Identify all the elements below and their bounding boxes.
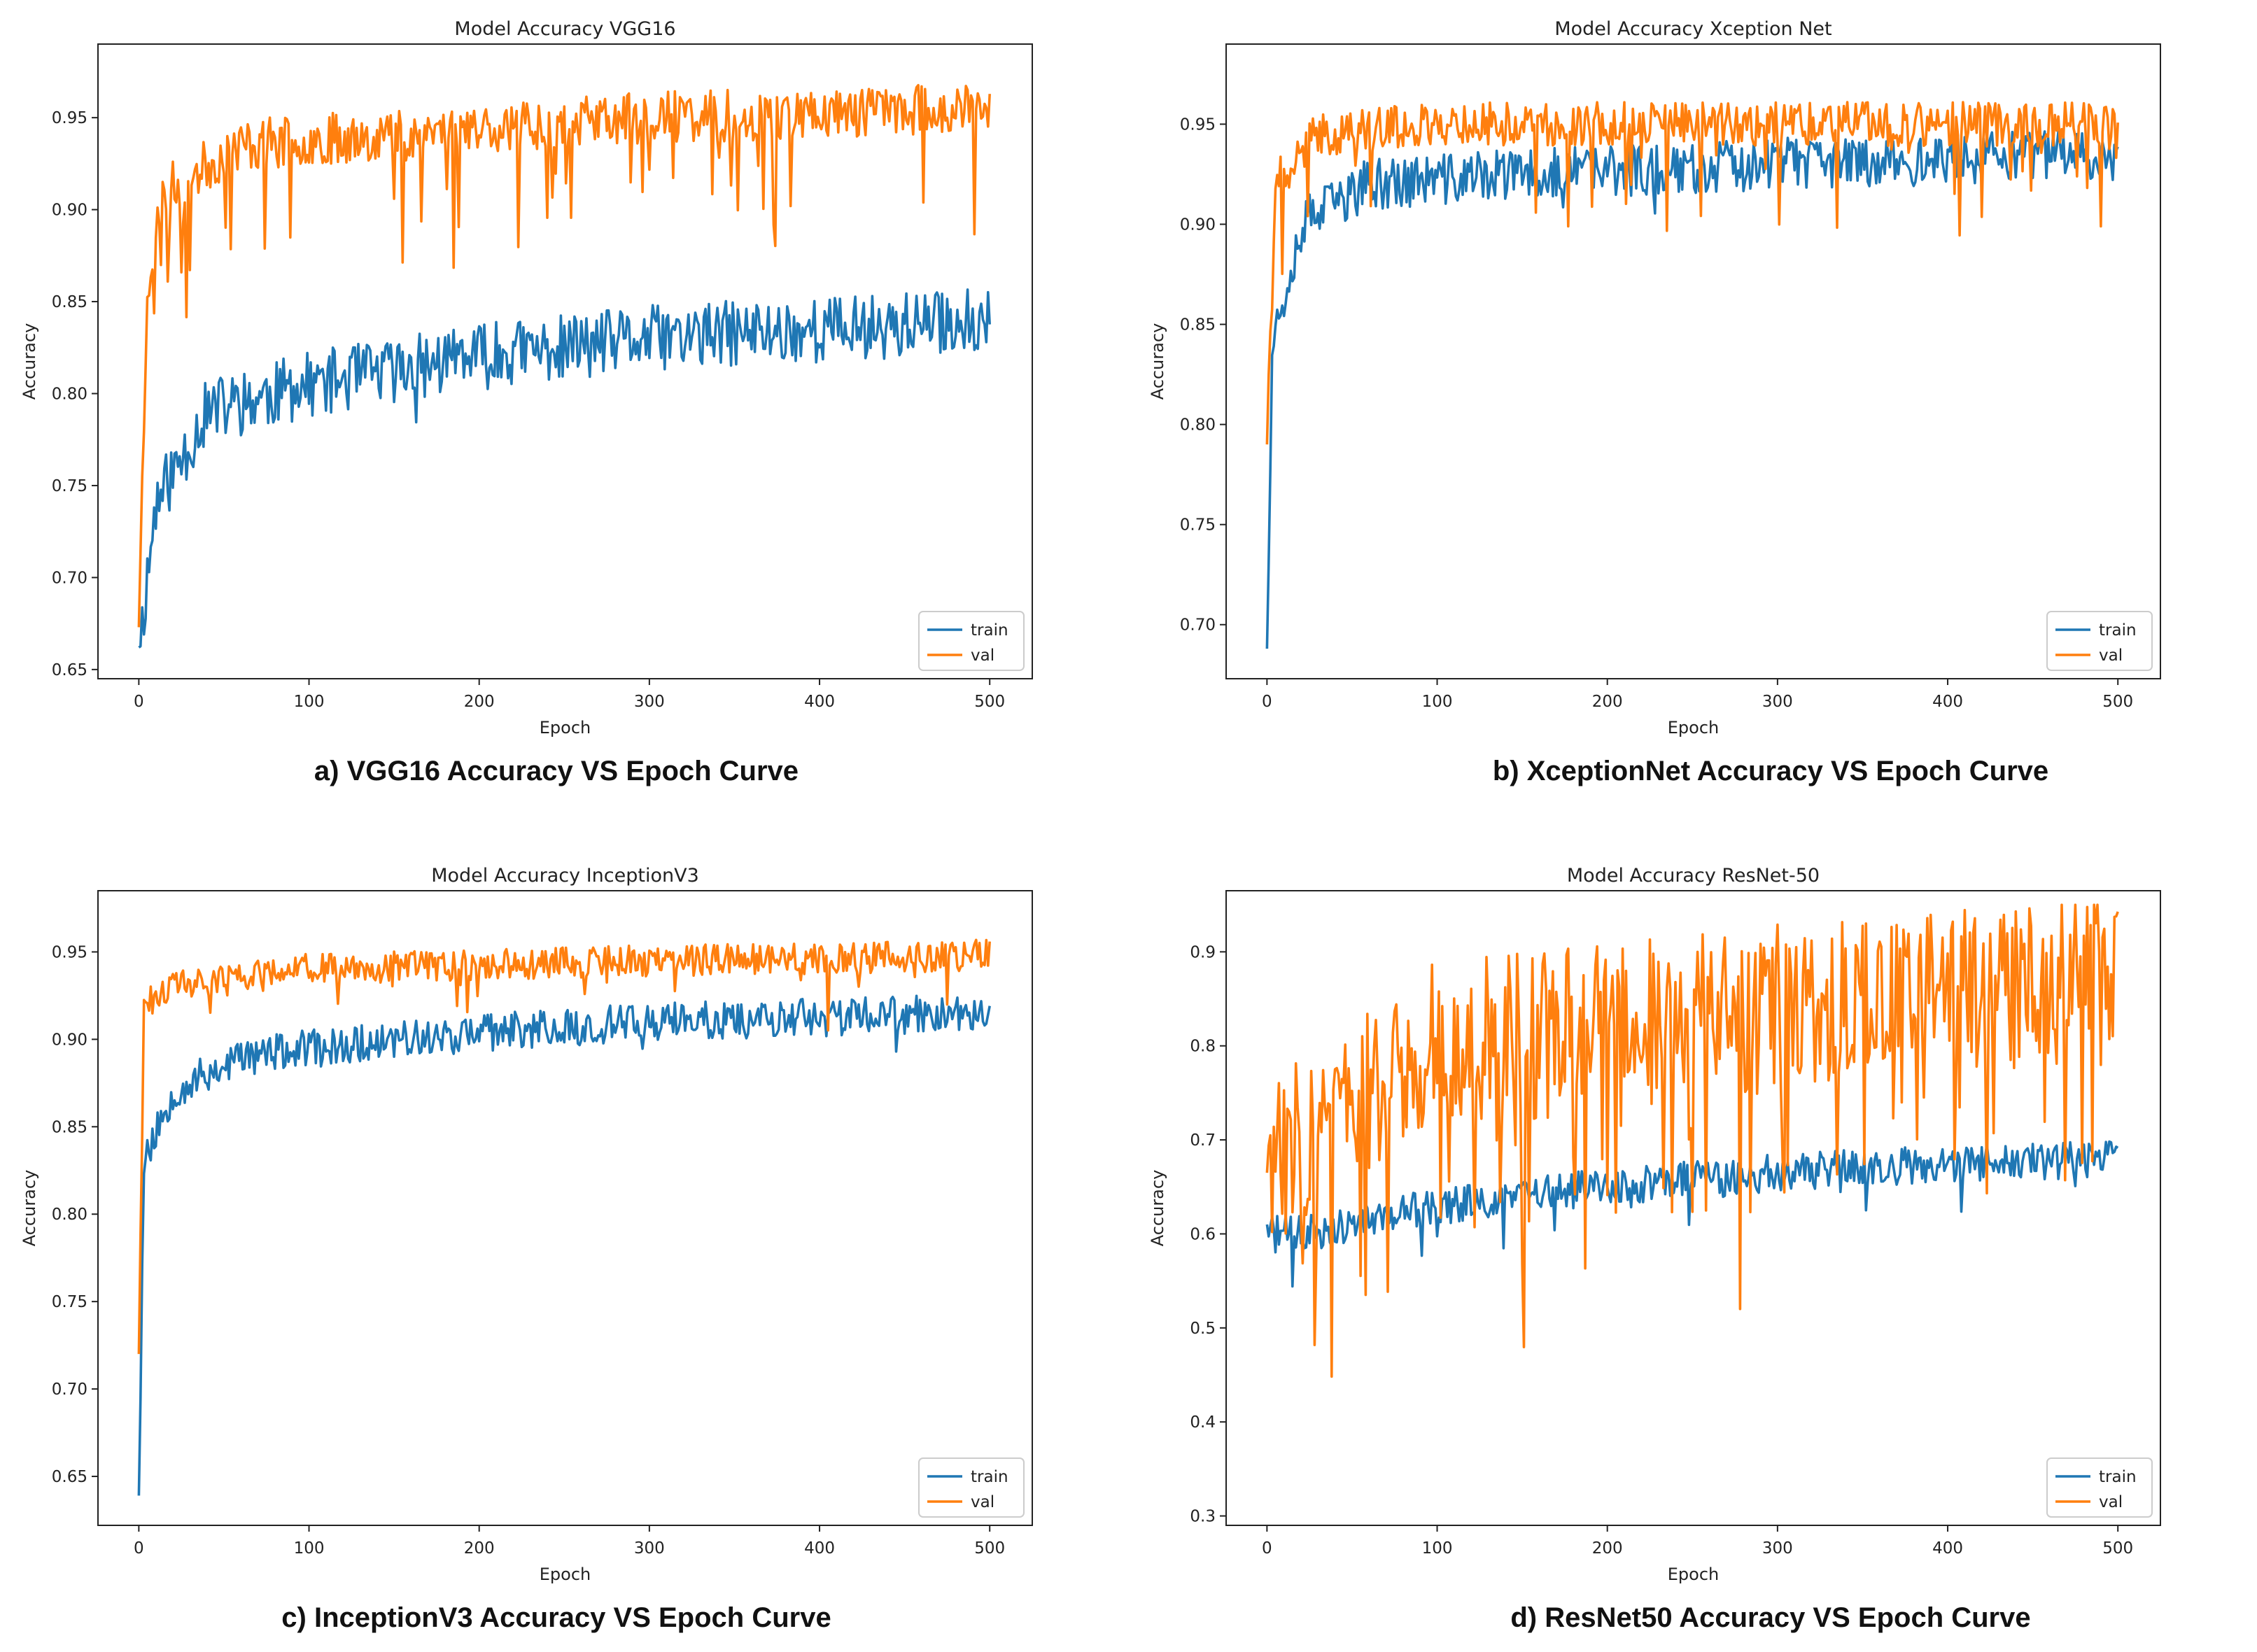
x-tick-label: 100 bbox=[294, 693, 325, 711]
y-tick-label: 0.4 bbox=[1190, 1413, 1216, 1432]
x-tick-label: 400 bbox=[804, 1539, 835, 1558]
y-tick-label: 0.5 bbox=[1190, 1320, 1216, 1338]
y-tick-label: 0.7 bbox=[1190, 1131, 1216, 1150]
chart-title: Model Accuracy InceptionV3 bbox=[431, 865, 699, 887]
caption-inceptionv3: c) InceptionV3 Accuracy VS Epoch Curve bbox=[281, 1602, 831, 1633]
y-tick-label: 0.75 bbox=[52, 1293, 87, 1311]
caption-xception: b) XceptionNet Accuracy VS Epoch Curve bbox=[1492, 756, 2049, 786]
y-tick-label: 0.9 bbox=[1190, 943, 1216, 961]
plot-frame bbox=[97, 890, 1033, 1526]
legend-label-val: val bbox=[971, 1493, 994, 1511]
x-tick-label: 200 bbox=[464, 693, 495, 711]
y-tick-label: 0.95 bbox=[1180, 115, 1216, 134]
y-tick-label: 0.70 bbox=[1180, 616, 1216, 635]
y-tick-label: 0.80 bbox=[1180, 416, 1216, 435]
y-tick-label: 0.75 bbox=[52, 477, 87, 495]
y-tick-label: 0.65 bbox=[52, 1468, 87, 1486]
x-tick-label: 500 bbox=[974, 1539, 1005, 1558]
y-axis-label: Accuracy bbox=[1148, 323, 1167, 400]
chart-vgg16: Model Accuracy VGG16 0 100 200 300 400 500 0.65… bbox=[20, 18, 1033, 737]
legend-label-val: val bbox=[2099, 1493, 2123, 1511]
x-tick-label: 200 bbox=[464, 1539, 495, 1558]
series-train-line bbox=[137, 994, 991, 1496]
x-tick-label: 300 bbox=[1762, 693, 1793, 711]
x-tick-label: 100 bbox=[294, 1539, 325, 1558]
y-tick-label: 0.8 bbox=[1190, 1038, 1216, 1056]
plot-frame bbox=[97, 43, 1033, 679]
y-tick-label: 0.85 bbox=[52, 1118, 87, 1136]
chart-inceptionv3: Model Accuracy InceptionV3 0 100 200 300 400 5… bbox=[20, 865, 1033, 1584]
legend-label-val: val bbox=[971, 647, 994, 665]
y-tick-label: 0.90 bbox=[1180, 216, 1216, 234]
x-tick-label: 0 bbox=[134, 1539, 144, 1558]
series-val-line bbox=[1265, 903, 2119, 1378]
x-tick-label: 100 bbox=[1422, 1539, 1453, 1558]
x-tick-label: 400 bbox=[1932, 1539, 1963, 1558]
y-tick-label: 0.65 bbox=[52, 661, 87, 679]
y-tick-label: 0.3 bbox=[1190, 1508, 1216, 1526]
y-tick-label: 0.95 bbox=[52, 109, 87, 127]
chart-xception: Model Accuracy Xception Net 0 100 200 300 400… bbox=[1148, 18, 2161, 737]
chart-title: Model Accuracy VGG16 bbox=[454, 18, 675, 40]
x-axis-label: Epoch bbox=[540, 718, 591, 737]
plot-frame bbox=[1225, 890, 2161, 1526]
x-tick-label: 100 bbox=[1422, 693, 1453, 711]
series-val-line bbox=[137, 938, 991, 1355]
chart-resnet50: Model Accuracy ResNet-50 0 100 200 300 400 500… bbox=[1148, 865, 2161, 1584]
y-tick-label: 0.85 bbox=[52, 293, 87, 311]
caption-vgg16: a) VGG16 Accuracy VS Epoch Curve bbox=[314, 756, 799, 786]
legend-label-train: train bbox=[2099, 1468, 2137, 1486]
x-tick-label: 200 bbox=[1592, 693, 1623, 711]
y-tick-label: 0.70 bbox=[52, 1381, 87, 1399]
caption-resnet50: d) ResNet50 Accuracy VS Epoch Curve bbox=[1510, 1602, 2031, 1633]
y-tick-label: 0.95 bbox=[52, 943, 87, 961]
x-tick-label: 300 bbox=[1762, 1539, 1793, 1558]
y-tick-label: 0.6 bbox=[1190, 1225, 1216, 1243]
x-tick-label: 300 bbox=[634, 1539, 665, 1558]
x-tick-label: 0 bbox=[1262, 1539, 1272, 1558]
y-tick-label: 0.80 bbox=[52, 1206, 87, 1224]
x-tick-label: 400 bbox=[804, 693, 835, 711]
legend-label-train: train bbox=[971, 1468, 1008, 1486]
legend-label-train: train bbox=[971, 621, 1008, 640]
x-tick-label: 300 bbox=[634, 693, 665, 711]
chart-title: Model Accuracy ResNet-50 bbox=[1567, 865, 1820, 887]
y-axis-label: Accuracy bbox=[1148, 1170, 1167, 1247]
x-axis-label: Epoch bbox=[540, 1565, 591, 1584]
chart-title: Model Accuracy Xception Net bbox=[1554, 18, 1831, 40]
y-tick-label: 0.85 bbox=[1180, 316, 1216, 334]
x-tick-label: 0 bbox=[134, 693, 144, 711]
y-tick-label: 0.75 bbox=[1180, 516, 1216, 535]
x-tick-label: 500 bbox=[2102, 693, 2133, 711]
series-train-line bbox=[1265, 130, 2119, 649]
y-tick-label: 0.90 bbox=[52, 1031, 87, 1049]
y-tick-label: 0.80 bbox=[52, 386, 87, 404]
series-train-line bbox=[138, 288, 991, 649]
x-axis-label: Epoch bbox=[1668, 718, 1720, 737]
y-axis-label: Accuracy bbox=[20, 1170, 39, 1247]
y-tick-label: 0.70 bbox=[52, 569, 87, 587]
series-val-line bbox=[137, 84, 991, 628]
legend-label-val: val bbox=[2099, 647, 2123, 665]
x-tick-label: 500 bbox=[2102, 1539, 2133, 1558]
x-tick-label: 500 bbox=[974, 693, 1005, 711]
x-tick-label: 400 bbox=[1932, 693, 1963, 711]
x-tick-label: 200 bbox=[1592, 1539, 1623, 1558]
x-tick-label: 0 bbox=[1262, 693, 1272, 711]
y-axis-label: Accuracy bbox=[20, 323, 39, 400]
plot-frame bbox=[1225, 43, 2161, 679]
y-tick-label: 0.90 bbox=[52, 202, 87, 220]
legend-label-train: train bbox=[2099, 621, 2137, 640]
series-val-line bbox=[1265, 101, 2119, 445]
x-axis-label: Epoch bbox=[1668, 1565, 1720, 1584]
